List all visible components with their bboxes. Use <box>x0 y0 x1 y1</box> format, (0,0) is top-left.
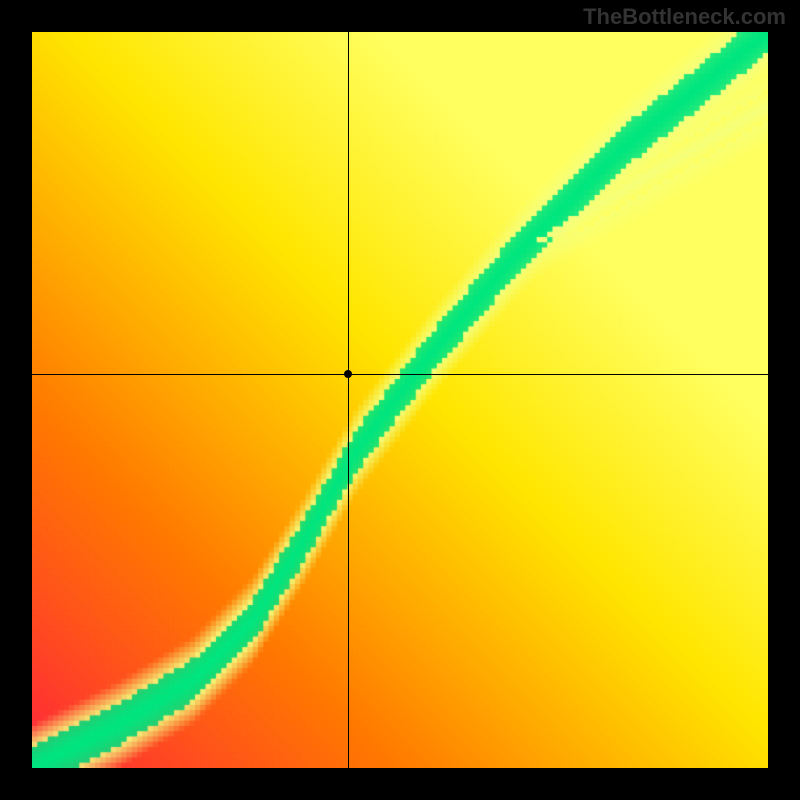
target-dot <box>344 370 352 378</box>
crosshair-vertical <box>348 32 349 768</box>
crosshair-horizontal <box>32 374 768 375</box>
heatmap-canvas <box>32 32 768 768</box>
heatmap-plot-area <box>32 32 768 768</box>
watermark-text: TheBottleneck.com <box>583 4 786 30</box>
